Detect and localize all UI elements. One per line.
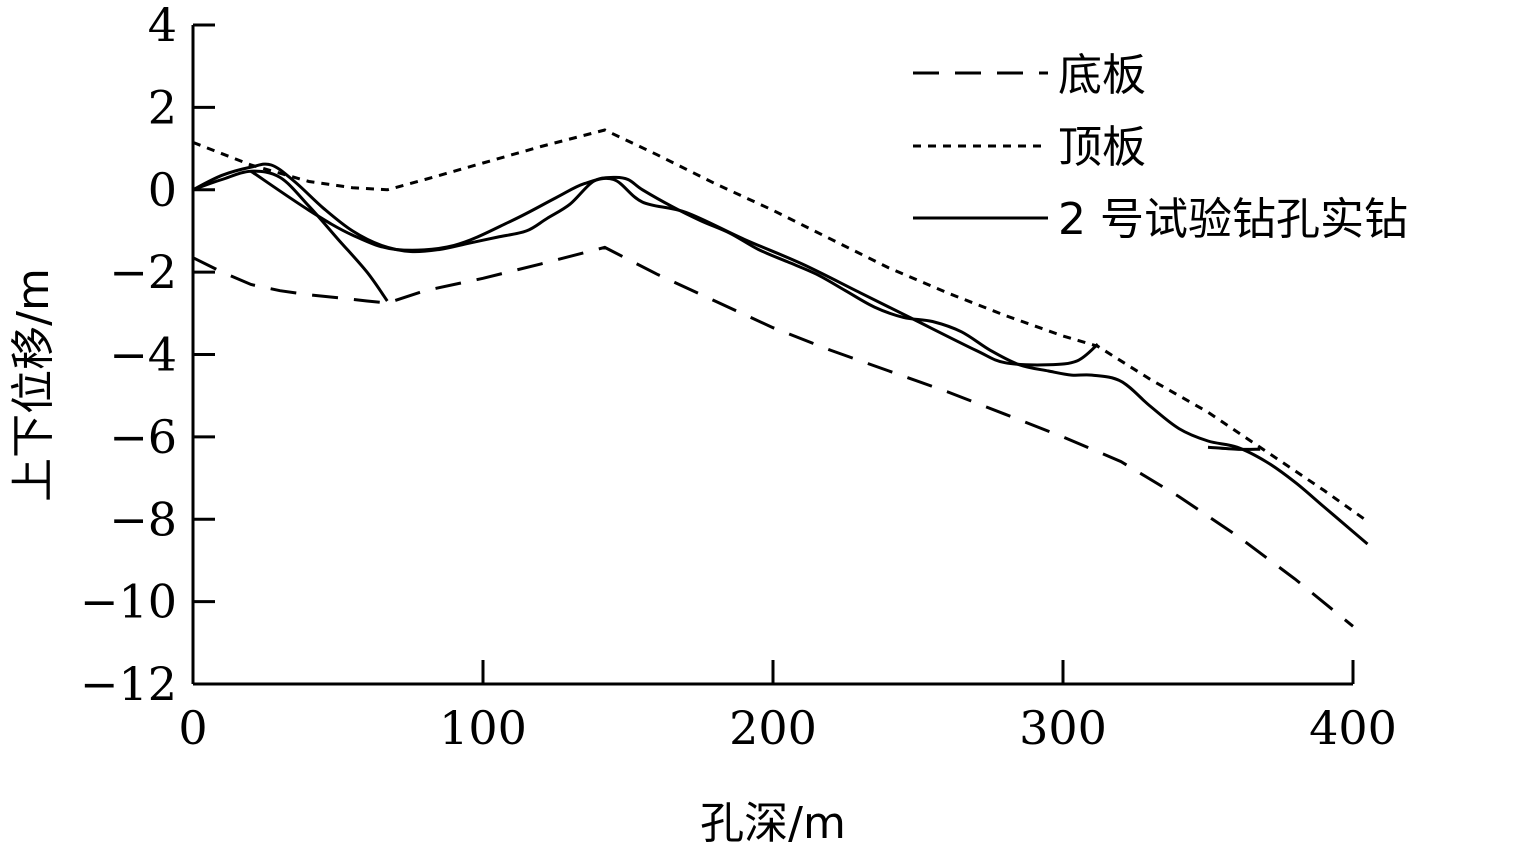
y-tick-label: 4 bbox=[148, 0, 177, 52]
y-tick-label: −12 bbox=[80, 657, 177, 711]
x-tick-label: 300 bbox=[1019, 701, 1107, 755]
x-tick-label: 0 bbox=[178, 701, 207, 755]
axes bbox=[191, 25, 1353, 686]
legend-label-drill: 2 号试验钻孔实钻 bbox=[1058, 194, 1408, 245]
series-line-0-segment-0 bbox=[192, 245, 1354, 628]
series-line-2-segment-3 bbox=[1207, 445, 1261, 451]
legend-label-floor: 底板 bbox=[1058, 50, 1146, 101]
x-ticks: 0 100 200 300 400 bbox=[178, 660, 1397, 755]
y-tick-label: −8 bbox=[109, 492, 177, 546]
series-line-1-segment-0 bbox=[192, 128, 1369, 523]
y-tick-label: 2 bbox=[148, 80, 177, 134]
y-tick-label: −2 bbox=[109, 245, 177, 299]
series-line-2-segment-2 bbox=[250, 169, 1099, 367]
legend-label-roof: 顶板 bbox=[1058, 122, 1146, 173]
x-tick-label: 200 bbox=[729, 701, 817, 755]
series-line-2-segment-1 bbox=[192, 169, 389, 302]
y-tick-label: 0 bbox=[148, 163, 177, 217]
x-tick-label: 100 bbox=[439, 701, 527, 755]
x-tick-label: 400 bbox=[1309, 701, 1397, 755]
series-layer bbox=[192, 128, 1369, 628]
legend: 底板 顶板 2 号试验钻孔实钻 bbox=[913, 50, 1408, 245]
y-ticks: 4 2 0 −2 −4 −6 −8 −10 −12 bbox=[80, 0, 215, 711]
x-axis-title: 孔深/m bbox=[700, 798, 846, 849]
y-tick-label: −6 bbox=[109, 410, 177, 464]
y-axis-title: 上下位移/m bbox=[8, 268, 59, 502]
y-tick-label: −10 bbox=[80, 575, 177, 629]
y-tick-label: −4 bbox=[109, 328, 177, 382]
